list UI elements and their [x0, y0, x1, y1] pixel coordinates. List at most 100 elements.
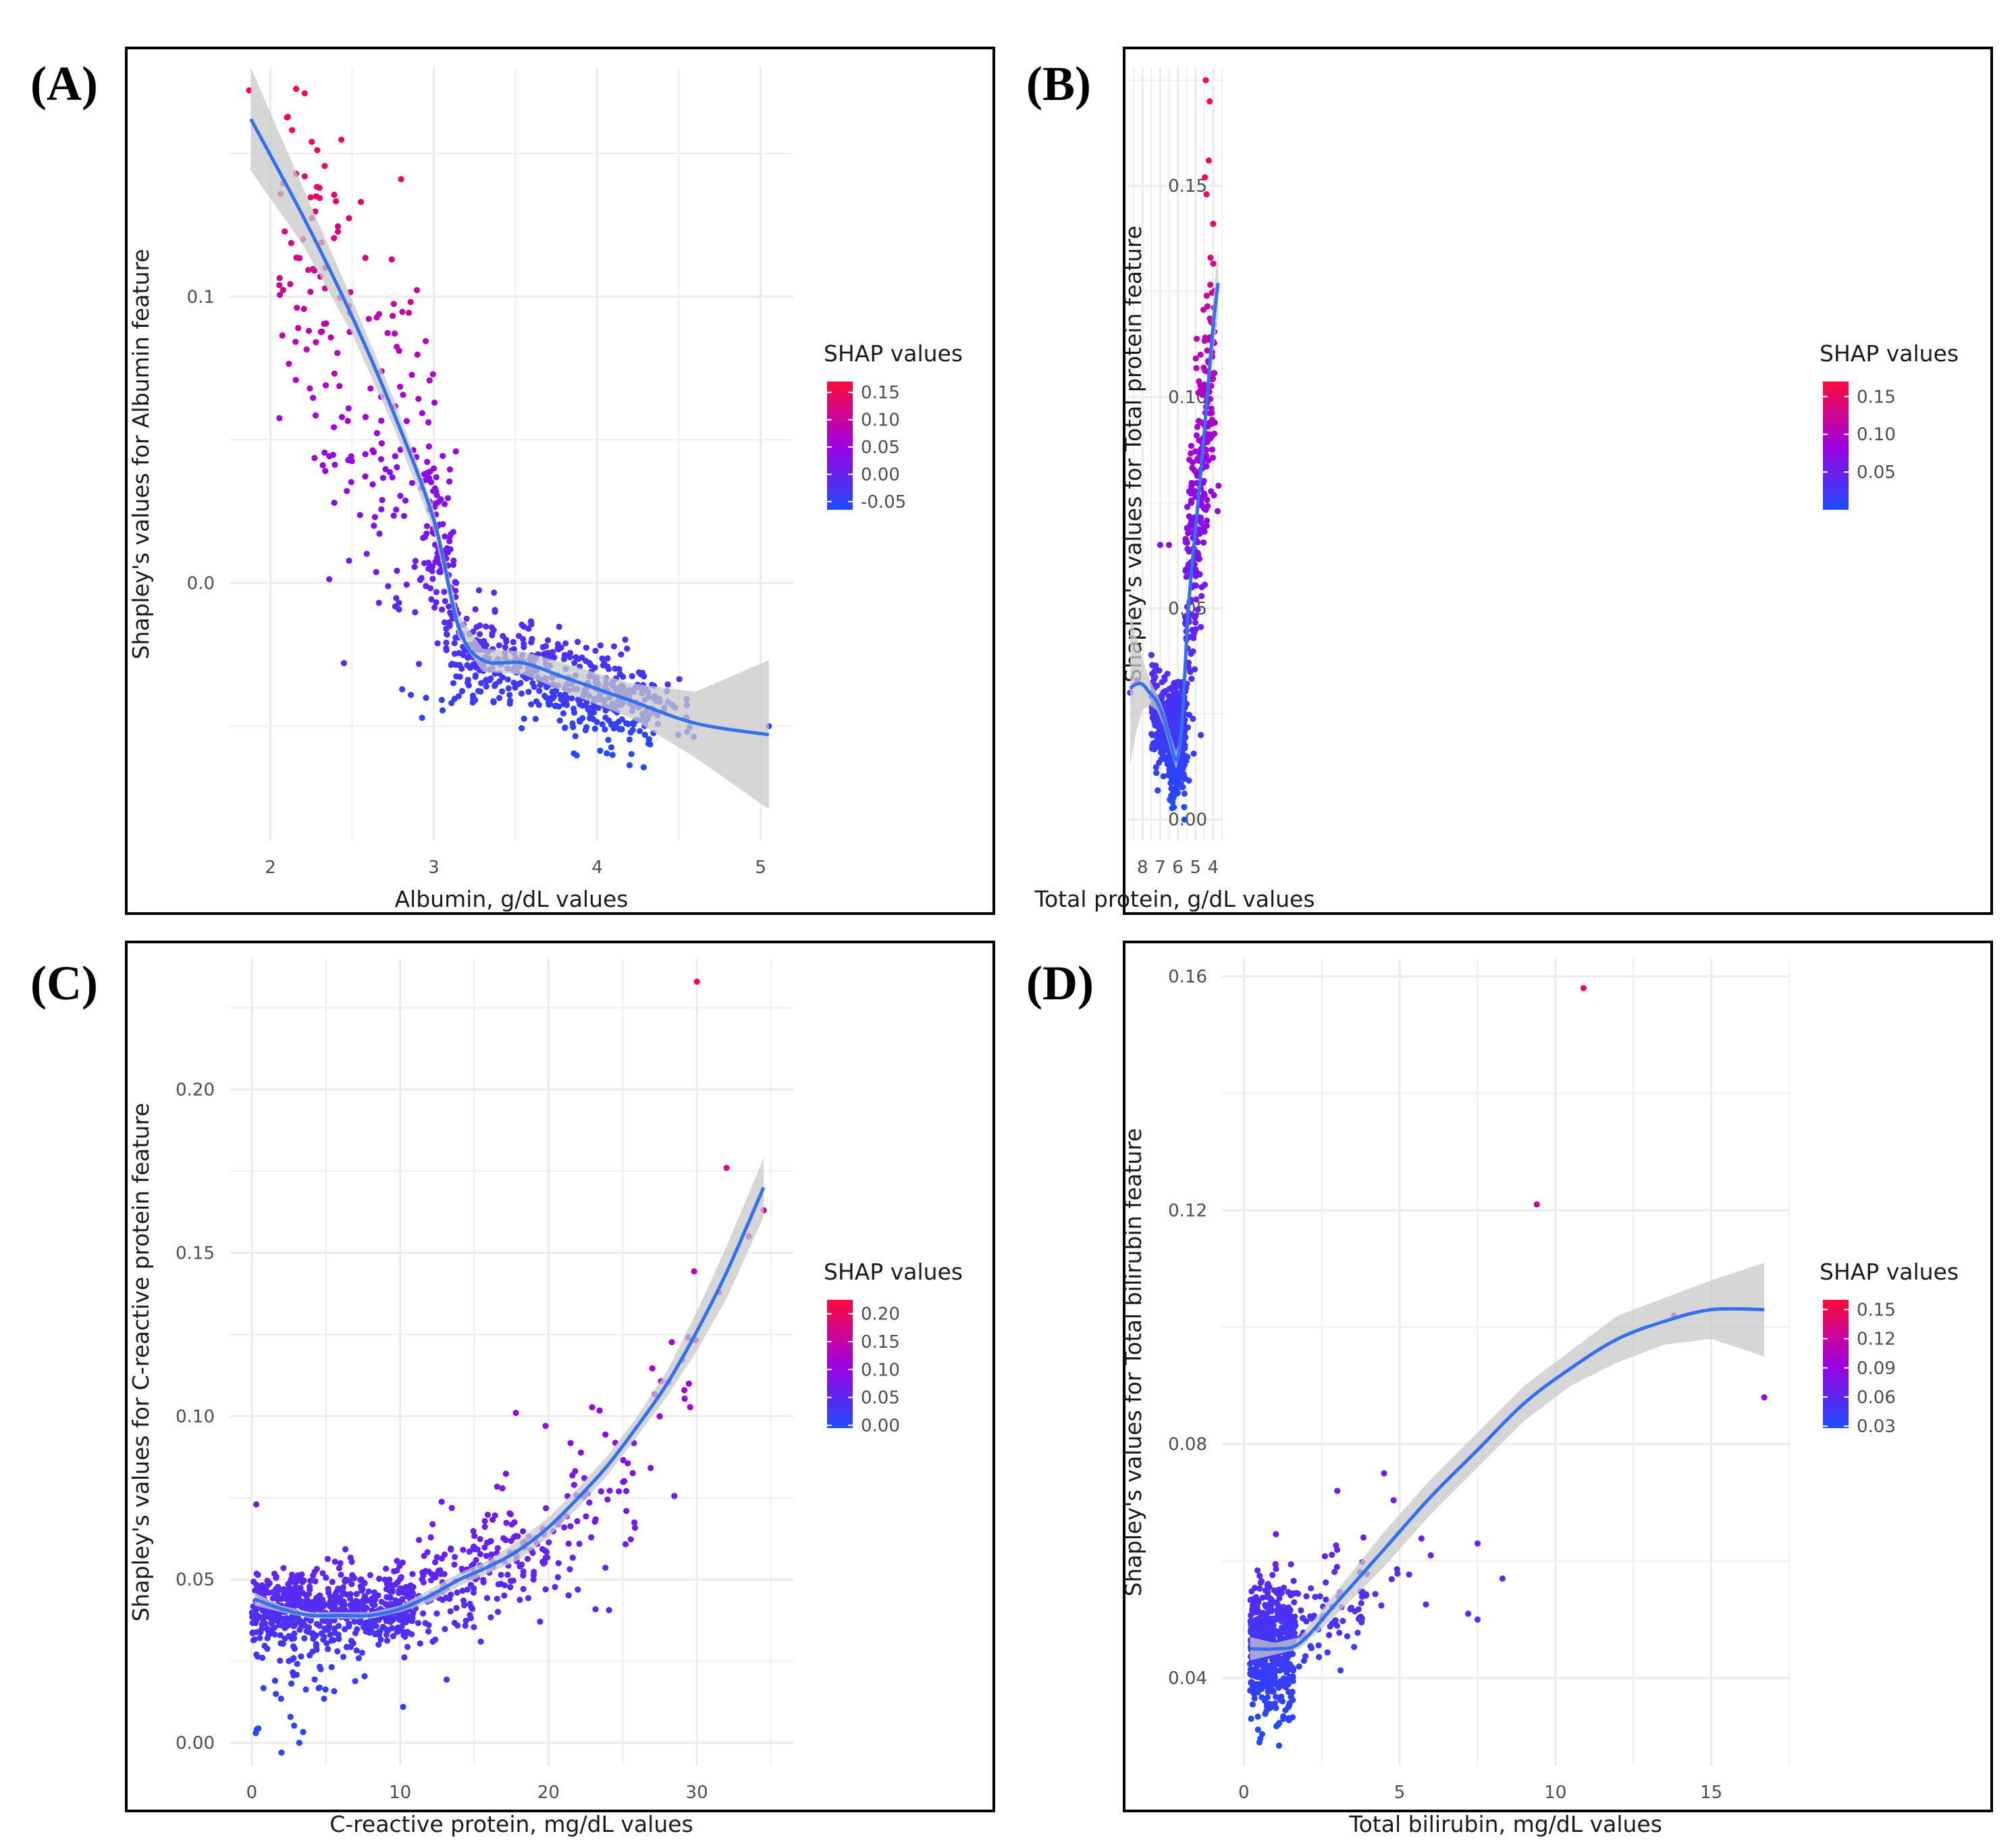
data-point: [442, 533, 448, 540]
data-point: [357, 1619, 364, 1625]
data-point: [441, 619, 448, 626]
data-point: [1279, 1658, 1285, 1665]
data-point: [397, 492, 404, 500]
data-point: [483, 683, 490, 690]
data-point: [352, 1678, 359, 1685]
data-point: [467, 1612, 473, 1619]
data-point: [481, 1544, 488, 1551]
data-point: [427, 585, 434, 591]
data-point: [1185, 563, 1192, 571]
data-point: [1193, 336, 1200, 342]
data-point: [331, 1629, 338, 1636]
data-point: [1206, 98, 1213, 105]
data-point: [429, 371, 436, 377]
data-point: [1406, 1571, 1412, 1578]
data-point: [1333, 1546, 1341, 1553]
data-point: [524, 1556, 531, 1562]
data-point: [569, 1554, 576, 1561]
data-point: [664, 681, 671, 688]
data-point: [552, 1583, 558, 1590]
data-point: [1203, 523, 1210, 529]
data-point: [1427, 1552, 1434, 1559]
data-point: [612, 665, 618, 672]
data-point: [454, 1589, 460, 1596]
data-point: [321, 163, 328, 169]
data-point: [1761, 1394, 1768, 1401]
data-point: [319, 462, 326, 469]
data-point: [1250, 1609, 1256, 1616]
data-point: [394, 464, 400, 471]
data-point: [1211, 492, 1217, 499]
data-point: [322, 1686, 329, 1693]
data-point: [623, 1508, 630, 1515]
data-point: [520, 1585, 527, 1592]
data-point: [277, 1632, 284, 1639]
x-tick-label: 7: [1155, 858, 1166, 878]
data-point: [278, 1749, 285, 1756]
data-point: [294, 1660, 300, 1667]
data-point: [443, 639, 450, 646]
data-point: [507, 698, 514, 704]
data-point: [312, 1578, 319, 1585]
data-point: [490, 698, 497, 705]
data-point: [1249, 1701, 1256, 1708]
data-point: [582, 727, 589, 733]
data-point: [253, 1651, 260, 1658]
data-point: [327, 334, 334, 341]
data-point: [546, 1539, 552, 1546]
data-point: [1188, 442, 1194, 450]
data-point: [318, 1630, 325, 1637]
data-point: [376, 1575, 383, 1582]
y-tick-label: 0.0: [187, 573, 215, 594]
data-point: [311, 267, 318, 274]
data-point: [259, 1654, 266, 1661]
data-point: [1202, 463, 1209, 470]
data-point: [375, 600, 382, 606]
data-point: [487, 1537, 494, 1544]
data-point: [316, 184, 323, 191]
data-point: [413, 287, 421, 294]
data-point: [477, 1551, 484, 1558]
data-point: [529, 635, 535, 643]
smooth-fit-line: [254, 1186, 766, 1618]
data-point: [373, 569, 379, 575]
data-point: [530, 1572, 537, 1579]
data-point: [408, 479, 416, 486]
data-point: [1184, 546, 1191, 552]
data-point: [1201, 528, 1208, 535]
data-point: [415, 1620, 422, 1627]
data-point: [464, 1586, 471, 1593]
data-point: [345, 405, 352, 412]
data-point: [1157, 542, 1163, 548]
data-point: [451, 639, 458, 647]
data-point: [296, 1591, 303, 1598]
data-point: [1204, 347, 1211, 354]
legend-tick-label: 0.10: [861, 1360, 900, 1380]
data-point: [296, 255, 303, 261]
data-point: [1269, 1681, 1275, 1687]
data-point: [620, 673, 627, 680]
data-point: [423, 523, 431, 529]
data-point: [1259, 1621, 1266, 1628]
data-point: [371, 523, 377, 529]
data-point: [424, 458, 431, 465]
data-point: [347, 1591, 354, 1598]
data-point: [605, 737, 612, 743]
data-point: [528, 701, 535, 708]
data-point: [463, 615, 470, 622]
x-axis-title: Albumin, g/dL values: [394, 886, 628, 912]
data-point: [279, 332, 286, 339]
y-tick-label: 0.1: [187, 287, 215, 307]
data-point: [1333, 1623, 1340, 1629]
data-point: [280, 1564, 287, 1571]
data-point: [496, 695, 503, 702]
confidence-band: [255, 1158, 764, 1619]
data-point: [498, 1571, 504, 1578]
data-point: [1175, 692, 1182, 699]
data-point: [433, 599, 440, 606]
data-point: [1465, 1610, 1472, 1617]
data-point: [1153, 721, 1160, 728]
data-point: [1186, 488, 1192, 495]
x-tick-label: 0: [1238, 1783, 1250, 1803]
data-point: [327, 1599, 334, 1606]
